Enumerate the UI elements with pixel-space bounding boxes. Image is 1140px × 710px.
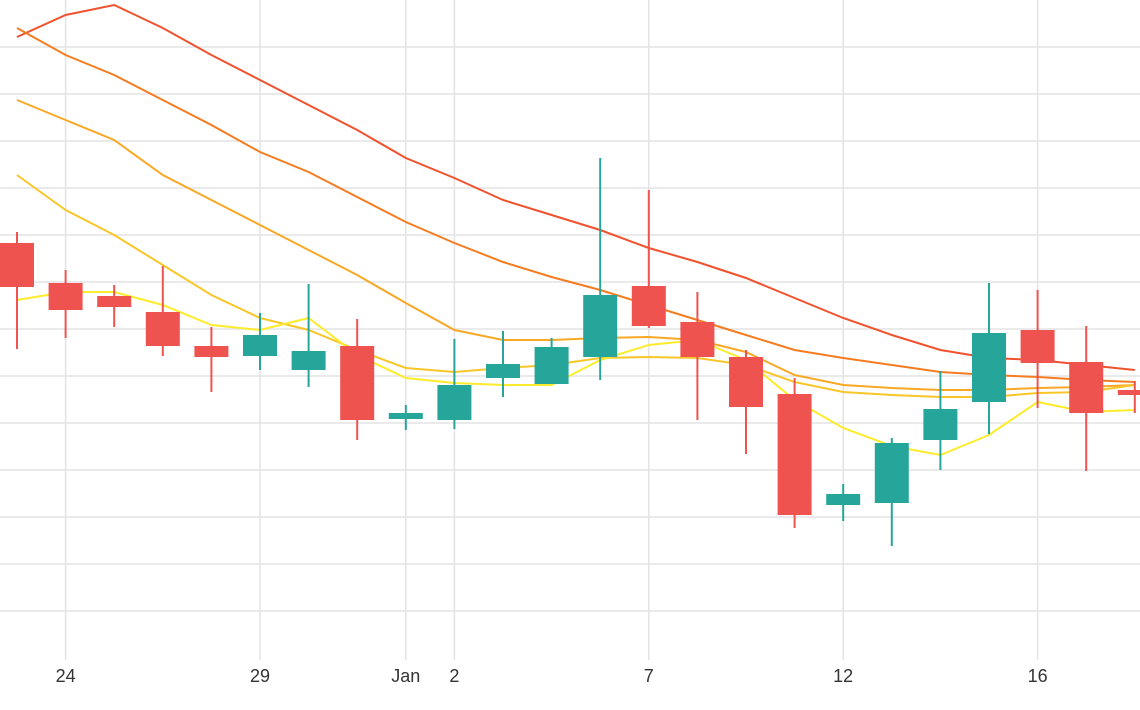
candle-body — [1069, 362, 1104, 413]
candle-body — [923, 409, 958, 440]
candle-body — [97, 296, 132, 307]
candle-body — [680, 322, 715, 357]
candle-body — [340, 346, 375, 420]
candle-body — [194, 346, 229, 357]
candle-body — [0, 243, 34, 287]
moving-average-line — [16, 174, 1135, 398]
candle-body — [243, 335, 277, 356]
candle-body — [291, 351, 326, 370]
moving-average-line — [16, 27, 1135, 383]
candle-body — [145, 312, 180, 346]
candle-body — [874, 443, 909, 503]
x-tick-label: 7 — [644, 666, 654, 686]
x-tick-label: 16 — [1028, 666, 1048, 686]
x-tick-label: 24 — [56, 666, 76, 686]
x-tick-label: 2 — [449, 666, 459, 686]
candle-body — [631, 286, 666, 326]
candle-body — [777, 394, 812, 515]
candle-body — [729, 357, 763, 407]
moving-average-line — [16, 3, 1135, 371]
candle-body — [437, 385, 472, 420]
moving-average-line — [16, 99, 1135, 391]
x-tick-label: 12 — [833, 666, 853, 686]
candle-body — [534, 347, 569, 384]
moving-average-line — [16, 291, 1135, 457]
candle-body — [48, 283, 83, 310]
moving-averages — [16, 3, 1135, 457]
x-tick-label: 29 — [250, 666, 270, 686]
candle-body — [388, 413, 423, 419]
candle-body — [826, 494, 861, 505]
candle-body — [583, 295, 618, 357]
x-tick-label: Jan — [391, 666, 420, 686]
candle-body — [1020, 330, 1055, 363]
candle-body — [486, 364, 520, 378]
candle-body — [1117, 390, 1140, 395]
candle-body — [972, 333, 1006, 402]
